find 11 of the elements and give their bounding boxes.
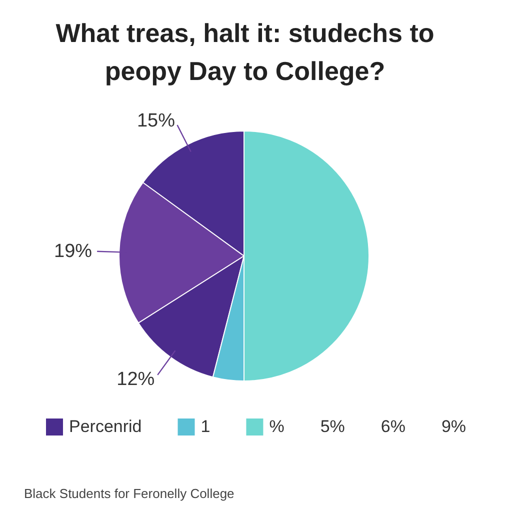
data-label: 12%: [116, 368, 155, 390]
text: 9%: [441, 417, 466, 436]
text: Black Students for Feronelly College: [24, 486, 234, 501]
legend-label: Percenrid: [69, 417, 142, 436]
text: 5%: [320, 417, 345, 436]
data-label: 19%: [54, 241, 92, 262]
data-label: 15%: [136, 110, 176, 132]
legend-label: %: [269, 417, 284, 436]
chart-title: What treas, halt it: studechs to peopy Day to College?: [56, 18, 434, 86]
text: 6%: [380, 417, 406, 436]
legend-label: 1: [200, 417, 210, 436]
